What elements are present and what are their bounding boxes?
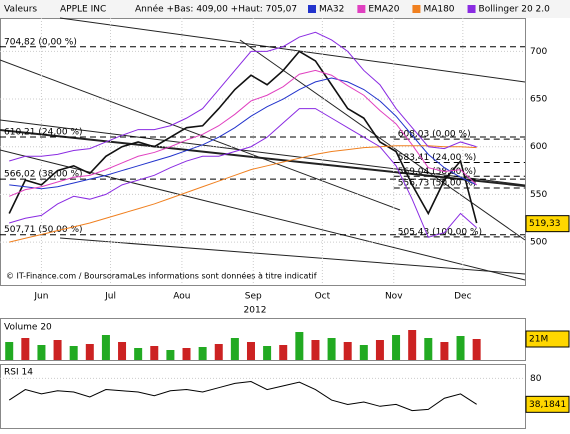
header-bar (0, 0, 570, 18)
volume-bar (101, 335, 110, 360)
y-tick-label: 80 (530, 374, 542, 384)
volume-bar (440, 342, 449, 360)
legend-swatch (467, 5, 476, 13)
volume-bar (166, 350, 175, 360)
header-range: Année +Bas: 409,00 +Haut: 705,07 (135, 4, 297, 15)
series-line (9, 108, 477, 238)
series-line (8, 380, 477, 412)
level-label: 507,71 (50,00 %) (4, 225, 83, 235)
footer: © IT-Finance.com / BoursoramaLes informa… (6, 271, 317, 281)
volume-bar (263, 346, 272, 360)
level-label: 704,82 (0,00 %) (4, 37, 77, 47)
level-label: 583,41 (24,00 %) (398, 153, 477, 163)
volume-bar (69, 346, 78, 360)
volume-bar (53, 340, 62, 360)
level-label: 569,04 (38,00 %) (398, 167, 477, 177)
level-label: 556,73 (50,00 %) (398, 178, 477, 188)
y-tick-label: 550 (530, 190, 547, 200)
last-box (525, 395, 570, 413)
last-label: 21M (529, 335, 548, 345)
volume-bar (134, 348, 143, 360)
header-name: APPLE INC (60, 5, 106, 15)
legend-swatch (357, 5, 366, 13)
last-box (525, 330, 570, 348)
level-label: 610,21 (24,00 %) (4, 127, 83, 137)
y-tick-label: 700 (530, 47, 547, 57)
legend-label: MA180 (423, 5, 454, 15)
volume-bar (311, 340, 320, 360)
volume-bar (182, 348, 191, 360)
volume-bar (327, 338, 336, 360)
volume-bar (424, 338, 433, 360)
volume-bar (118, 342, 127, 360)
volume-bar (198, 347, 207, 360)
x-tick-label: Jun (33, 292, 48, 302)
x-tick-label: Dec (454, 292, 471, 302)
legend-swatch (412, 5, 421, 13)
volume-title: Volume 20 (4, 323, 52, 333)
level-label: 505,43 (100,00 %) (398, 227, 482, 237)
series-line (9, 77, 477, 190)
volume-bar (408, 330, 417, 360)
x-tick-label: Sep (245, 292, 262, 302)
volume-bar (246, 342, 255, 360)
x-tick-label: Jul (104, 292, 116, 302)
y-tick-label: 600 (530, 142, 547, 152)
volume-bar (359, 345, 368, 360)
y-tick-label: 650 (530, 95, 547, 105)
x-label: 2012 (244, 306, 267, 316)
last-label: 519,33 (529, 219, 561, 229)
volume-bar (472, 339, 481, 360)
level-label: 608,03 (0,00 %) (398, 130, 471, 140)
volume-bar (150, 346, 159, 360)
volume-bar (375, 340, 384, 360)
level-label: 566,02 (38,00 %) (4, 170, 83, 180)
volume-bar (279, 345, 288, 360)
volume-bar (21, 338, 30, 360)
legend-label: MA32 (319, 5, 344, 15)
rsi-title: RSI 14 (4, 368, 33, 378)
volume-bar (214, 344, 223, 360)
volume-bar (456, 336, 465, 360)
x-tick-label: Aou (173, 292, 190, 302)
volume-bar (343, 342, 352, 360)
series-line (8, 50, 478, 224)
series-line (9, 145, 477, 243)
header-label: Valeurs (4, 5, 37, 15)
series-line (9, 69, 477, 197)
y-tick-label: 500 (530, 238, 547, 248)
legend-label: Bollinger 20 2.0 (479, 5, 551, 15)
series-line (9, 31, 477, 162)
last-box (525, 215, 570, 233)
price-panel (0, 18, 526, 286)
volume-bar (392, 335, 401, 360)
legend-label: EMA20 (368, 5, 399, 15)
legend-swatch (308, 5, 316, 13)
volume-bar (295, 332, 304, 360)
x-tick-label: Nov (385, 292, 403, 302)
volume-bar (37, 345, 46, 360)
volume-bar (85, 344, 94, 360)
x-tick-label: Oct (315, 292, 331, 302)
volume-bar (5, 342, 14, 360)
last-label: 38,1841 (529, 400, 566, 410)
volume-bar (230, 338, 239, 360)
